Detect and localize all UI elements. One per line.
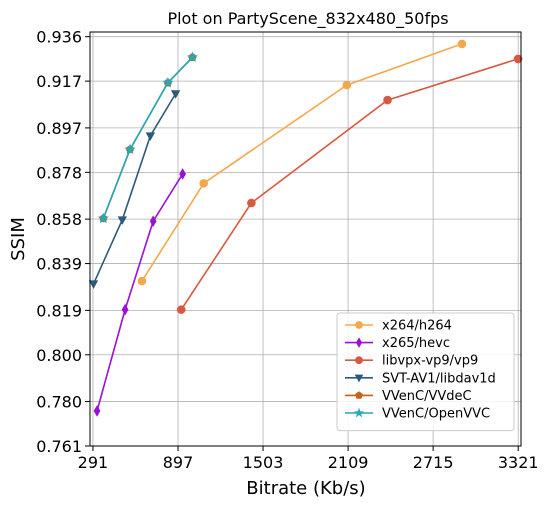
legend-item: SVT-AV1/libdav1d [345, 371, 496, 386]
plot-frame [89, 31, 522, 447]
legend-box [336, 312, 515, 432]
y-tick-label: 0.858 [36, 210, 82, 229]
data-point [247, 198, 256, 208]
legend-marker [355, 337, 363, 348]
data-point [145, 132, 156, 141]
y-tick-label: 0.878 [36, 163, 82, 182]
series-line [102, 56, 194, 219]
legend-item: x265/hevc [345, 336, 450, 351]
legend-label: x265/hevc [382, 336, 450, 351]
data-point [170, 90, 181, 99]
data-point [342, 80, 352, 90]
y-tick-label: 0.761 [36, 437, 82, 456]
y-axis-label: SSIM [8, 217, 29, 261]
legend-marker [355, 391, 363, 399]
grid [90, 32, 521, 447]
y-tick-label: 0.800 [36, 346, 82, 365]
chart-title: Plot on PartyScene_832x480_50fps [167, 9, 448, 29]
data-point [162, 76, 174, 88]
data-point [179, 168, 186, 180]
series-x264-h264 [137, 39, 467, 286]
series-line [96, 173, 184, 412]
legend: x264/h264 x265/hevc libvpx-vp9/vp9 SVT-AV1/… [336, 312, 515, 432]
x-axis-label: Bitrate (Kb/s) [246, 478, 365, 499]
data-point [137, 276, 147, 286]
legend-label: VVenC/OpenVVC [382, 407, 490, 422]
series-layer [88, 39, 523, 417]
series-libvpx-vp9-vp9 [176, 54, 523, 314]
data-point [121, 303, 129, 316]
data-point [124, 143, 136, 155]
data-point [149, 215, 157, 228]
series-x265-hevc [93, 168, 186, 417]
data-point [88, 280, 99, 289]
legend-item: x264/h264 [345, 319, 452, 334]
data-point [117, 216, 127, 225]
legend-label: VVenC/VVdeC [382, 389, 472, 404]
series-line [141, 43, 463, 282]
ticks: 291 897 1503 2109 2715 3321 0.761 0.780 0.800 0.8… [36, 28, 538, 472]
legend-marker [355, 356, 363, 365]
series-vvenc-openvvc [97, 51, 199, 224]
data-point [186, 51, 199, 63]
y-tick-label: 0.780 [36, 393, 82, 412]
data-point [457, 39, 467, 49]
legend-item: libvpx-vp9/vp9 [345, 354, 478, 369]
data-point [513, 54, 523, 64]
series-line [92, 93, 177, 285]
legend-marker [353, 407, 365, 418]
series-line [180, 58, 519, 311]
data-point [97, 212, 109, 224]
data-point [93, 405, 101, 417]
x-tick-label: 2109 [328, 453, 369, 472]
x-tick-label: 2715 [413, 453, 454, 472]
legend-item: VVenC/VVdeC [345, 389, 472, 404]
y-tick-label: 0.917 [36, 72, 82, 91]
x-tick-label: 291 [78, 453, 109, 472]
legend-label: libvpx-vp9/vp9 [382, 354, 478, 369]
y-tick-label: 0.819 [36, 301, 82, 320]
data-point [176, 305, 186, 314]
data-point [383, 95, 392, 105]
legend-item: VVenC/OpenVVC [345, 407, 490, 422]
x-tick-label: 1503 [243, 453, 284, 472]
legend-label: x264/h264 [382, 319, 452, 334]
legend-label: SVT-AV1/libdav1d [382, 371, 496, 386]
data-point [199, 179, 208, 188]
y-tick-label: 0.839 [36, 255, 82, 274]
legend-marker [354, 374, 364, 383]
x-tick-label: 897 [163, 453, 194, 472]
series-svt-av1-libdav1d [88, 90, 181, 289]
y-tick-label: 0.897 [36, 119, 82, 138]
legend-marker [355, 321, 363, 329]
y-tick-label: 0.936 [36, 28, 82, 47]
x-tick-label: 3321 [498, 453, 539, 472]
